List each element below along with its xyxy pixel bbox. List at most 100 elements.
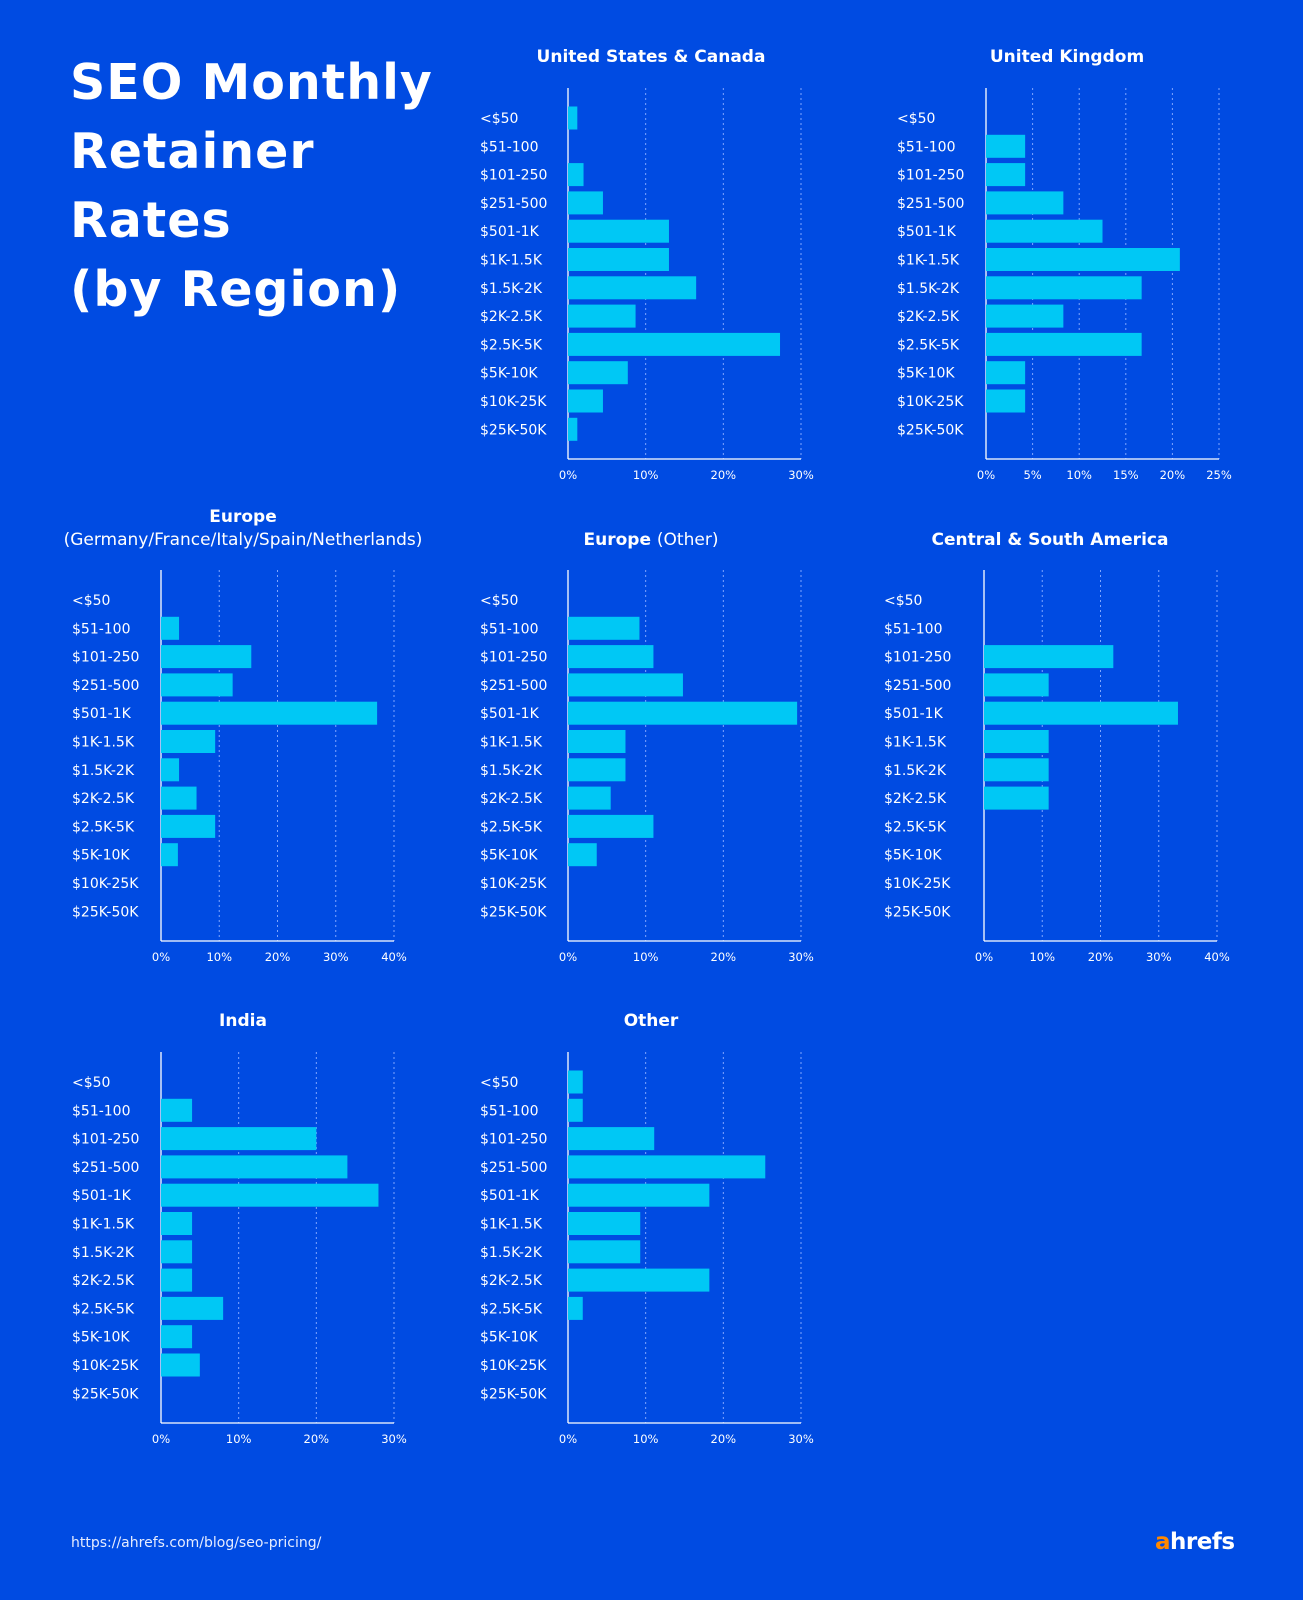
title-line: Retainer xyxy=(70,123,315,180)
chart-title: India xyxy=(219,1011,267,1031)
category-label: $501-1K xyxy=(72,706,132,722)
bar xyxy=(568,1212,641,1235)
category-label: $1K-1.5K xyxy=(480,1217,543,1233)
category-label: $1K-1.5K xyxy=(897,253,960,269)
x-tick-label: 30% xyxy=(323,950,349,964)
category-label: $25K-50K xyxy=(480,1386,547,1402)
category-label: $10K-25K xyxy=(884,876,951,892)
bar xyxy=(161,1183,379,1207)
category-label: $10K-25K xyxy=(480,876,547,892)
bar xyxy=(568,814,654,838)
bar xyxy=(161,1098,193,1122)
x-tick-label: 30% xyxy=(1146,950,1172,964)
category-label: <$50 xyxy=(480,1075,518,1091)
category-label: $5K-10K xyxy=(480,848,538,864)
bar xyxy=(568,1070,583,1094)
x-tick-label: 10% xyxy=(633,1432,659,1446)
category-label: $501-1K xyxy=(480,224,540,240)
category-label: $51-100 xyxy=(480,621,539,637)
category-label: $5K-10K xyxy=(72,1330,130,1346)
category-label: $501-1K xyxy=(480,706,540,722)
category-label: $501-1K xyxy=(897,224,957,240)
bar xyxy=(568,786,611,810)
x-tick-label: 40% xyxy=(1204,950,1230,964)
category-label: $51-100 xyxy=(72,1103,131,1119)
bar xyxy=(568,1183,710,1207)
category-label: $25K-50K xyxy=(72,904,139,920)
category-label: $101-250 xyxy=(72,650,139,666)
category-label: $101-250 xyxy=(897,168,964,184)
bar xyxy=(568,673,683,697)
bar xyxy=(568,1127,655,1151)
category-label: <$50 xyxy=(884,593,922,609)
category-label: $5K-10K xyxy=(480,366,538,382)
bar xyxy=(161,730,216,753)
bar xyxy=(986,134,1026,158)
category-label: $501-1K xyxy=(884,706,944,722)
x-tick-label: 15% xyxy=(1113,468,1139,482)
ahrefs-logo: ahrefs xyxy=(1155,1529,1235,1555)
bar xyxy=(161,1325,193,1349)
source-url[interactable]: https://ahrefs.com/blog/seo-pricing/ xyxy=(71,1535,322,1551)
bar xyxy=(568,1296,583,1320)
category-label: $10K-25K xyxy=(72,1358,139,1374)
category-label: $2K-2.5K xyxy=(72,791,135,807)
x-tick-label: 0% xyxy=(975,950,993,964)
category-label: $25K-50K xyxy=(480,904,547,920)
x-tick-label: 0% xyxy=(559,950,577,964)
bar xyxy=(568,417,578,441)
bar xyxy=(568,248,669,271)
bar xyxy=(986,304,1064,328)
category-label: $5K-10K xyxy=(897,366,955,382)
bar xyxy=(161,814,216,838)
category-label: $2.5K-5K xyxy=(897,337,960,353)
bar xyxy=(161,1268,193,1292)
bar xyxy=(161,1155,348,1179)
chart-subtitle: (Germany/France/Italy/Spain/Netherlands) xyxy=(64,530,423,550)
category-label: $101-250 xyxy=(480,650,547,666)
category-label: $101-250 xyxy=(480,168,547,184)
category-label: $10K-25K xyxy=(897,394,964,410)
category-label: <$50 xyxy=(72,1075,110,1091)
x-tick-label: 20% xyxy=(1160,468,1186,482)
bar xyxy=(568,1240,641,1264)
category-label: $251-500 xyxy=(72,678,139,694)
bar xyxy=(161,786,197,810)
chart-panel: United Kingdom 0% 5% 10% 15% 20% 25% <$50 $51-10… xyxy=(897,47,1232,482)
x-tick-label: 0% xyxy=(152,1432,170,1446)
bar xyxy=(161,645,252,669)
bar xyxy=(986,276,1142,300)
x-tick-label: 20% xyxy=(1088,950,1114,964)
bar xyxy=(568,1268,710,1292)
bar xyxy=(984,786,1049,810)
category-label: $5K-10K xyxy=(480,1330,538,1346)
x-tick-label: 25% xyxy=(1206,468,1232,482)
x-tick-label: 10% xyxy=(633,950,659,964)
bar xyxy=(568,106,578,130)
category-label: $1.5K-2K xyxy=(72,1245,135,1261)
bar xyxy=(568,645,654,669)
x-tick-label: 0% xyxy=(559,468,577,482)
chart-title-main: Europe xyxy=(584,530,657,550)
category-label: $101-250 xyxy=(884,650,951,666)
bar xyxy=(568,758,626,782)
x-tick-label: 30% xyxy=(381,1432,407,1446)
x-tick-label: 10% xyxy=(633,468,659,482)
category-label: $25K-50K xyxy=(884,904,951,920)
bar xyxy=(161,616,180,640)
x-tick-label: 20% xyxy=(711,1432,737,1446)
bar xyxy=(161,701,378,725)
category-label: <$50 xyxy=(897,111,935,127)
category-label: $10K-25K xyxy=(480,394,547,410)
x-tick-label: 20% xyxy=(304,1432,330,1446)
category-label: $501-1K xyxy=(480,1188,540,1204)
category-label: $501-1K xyxy=(72,1188,132,1204)
bar xyxy=(986,191,1064,215)
bar xyxy=(986,332,1142,356)
x-tick-label: 0% xyxy=(152,950,170,964)
x-tick-label: 30% xyxy=(788,950,814,964)
x-tick-label: 20% xyxy=(711,468,737,482)
bar xyxy=(984,673,1049,697)
bar xyxy=(986,163,1026,187)
